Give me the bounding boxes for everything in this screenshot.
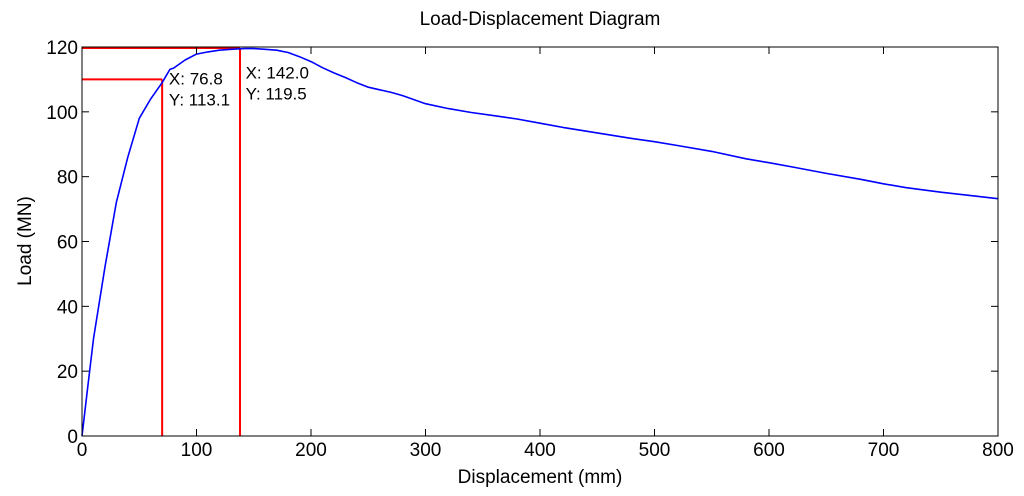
x-tick-label: 700 xyxy=(868,440,900,461)
series-layer xyxy=(81,47,999,437)
reference-lines xyxy=(82,46,242,436)
y-tick-label: 120 xyxy=(46,38,78,59)
x-tick-label: 0 xyxy=(77,440,88,461)
y-axis-label: Load (MN) xyxy=(15,196,36,286)
y-tick-label: 80 xyxy=(57,168,78,189)
tick-layer: 0 100 200 300 400 500 600 700 800 0 20 40 60 80 100 120 xyxy=(46,38,1014,461)
series-line xyxy=(81,47,999,437)
x-tick-label: 100 xyxy=(181,440,213,461)
x-tick-label: 600 xyxy=(753,440,785,461)
x-tick-label: 200 xyxy=(295,440,327,461)
y-tick-label: 0 xyxy=(67,427,78,448)
x-tick-label: 400 xyxy=(524,440,556,461)
chart-title: Load-Displacement Diagram xyxy=(420,9,661,30)
x-tick-label: 300 xyxy=(410,440,442,461)
y-tick-label: 60 xyxy=(57,233,78,254)
datatip-x-label: X: 76.8 xyxy=(169,69,223,88)
datatip-y-label: Y: 119.5 xyxy=(246,85,307,104)
datatip-x-label: X: 142.0 xyxy=(246,64,309,83)
datatip-layer: X: 76.8 Y: 113.1 X: 142.0 Y: 119.5 xyxy=(169,64,309,110)
x-axis-label: Displacement (mm) xyxy=(458,467,623,488)
x-tick-label: 800 xyxy=(982,440,1014,461)
y-tick-label: 100 xyxy=(46,103,78,124)
x-tick-label: 500 xyxy=(639,440,671,461)
y-tick-label: 40 xyxy=(57,297,78,318)
y-tick-label: 20 xyxy=(57,362,78,383)
datatip-y-label: Y: 113.1 xyxy=(169,90,230,109)
